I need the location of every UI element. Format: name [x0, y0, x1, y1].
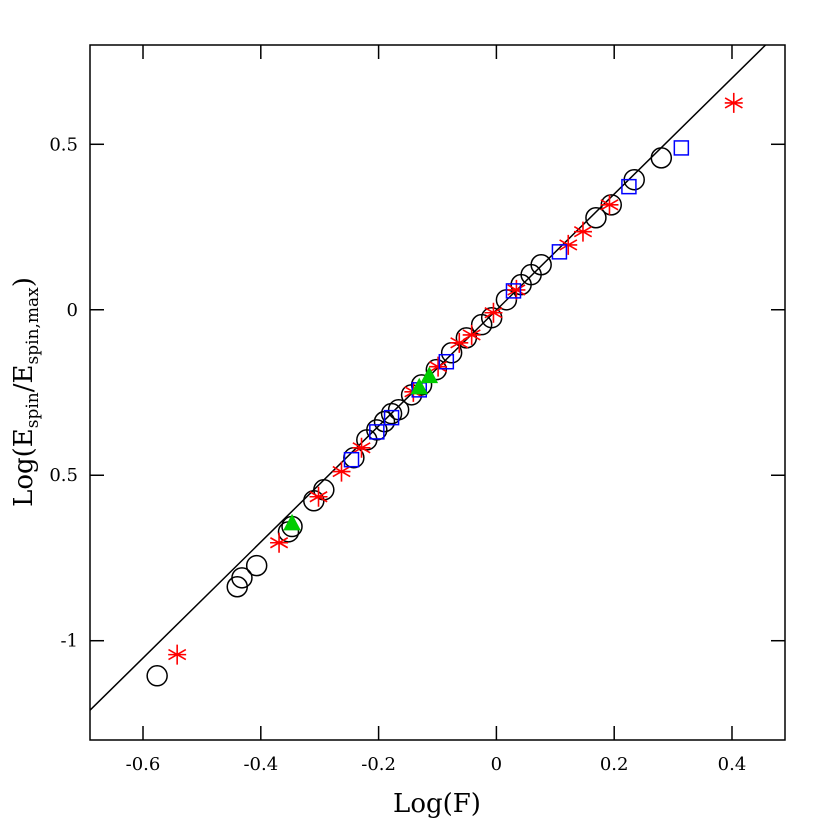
circle-point	[231, 567, 253, 589]
asterisk-point	[352, 437, 371, 458]
x-tick-label: 0	[491, 754, 502, 775]
y-tick-label: 0	[67, 300, 78, 321]
y-tick-label: -1	[60, 631, 78, 652]
x-tick-label: -0.6	[126, 754, 161, 775]
circle-point	[146, 665, 168, 687]
asterisk-point	[559, 234, 578, 255]
square-point	[383, 409, 400, 426]
x-tick-label: 0.4	[718, 754, 747, 775]
square-point	[505, 283, 522, 299]
circle-point	[650, 147, 673, 169]
square-point	[438, 353, 455, 370]
asterisk-point	[309, 486, 328, 507]
y-label-part: /E	[9, 364, 39, 392]
circle-point	[585, 207, 607, 229]
x-tick-label: -0.2	[361, 754, 396, 775]
asterisk-point	[332, 461, 351, 482]
square-point	[551, 244, 568, 260]
triangle-point	[420, 366, 439, 384]
triangle-point	[283, 513, 301, 531]
circle-point	[245, 554, 268, 577]
asterisk-point	[573, 221, 593, 242]
asterisk-point	[462, 324, 481, 345]
y-label-part: )	[9, 277, 39, 287]
square-point	[369, 424, 385, 440]
asterisk-point	[507, 279, 526, 300]
asterisk-point	[429, 356, 448, 377]
circle-point	[530, 254, 552, 276]
x-tick-label: -0.4	[243, 754, 278, 775]
circle-point	[425, 358, 448, 381]
y-tick-label: 0.5	[49, 465, 78, 486]
y-label-sub: spin	[23, 392, 43, 428]
x-tick-label: 0.2	[600, 754, 629, 775]
plot-frame	[89, 44, 786, 741]
y-tick-label: 0.5	[49, 134, 78, 155]
asterisk-point	[168, 644, 187, 665]
square-point	[673, 140, 690, 156]
asterisk-point	[724, 92, 743, 113]
plot-area	[90, 45, 767, 711]
asterisk-point	[270, 532, 289, 553]
square-point	[621, 178, 637, 195]
triangle-point	[410, 377, 429, 395]
x-axis-label: Log(F)	[393, 789, 481, 819]
asterisk-point	[450, 332, 469, 353]
y-label-part: Log(E	[9, 428, 39, 507]
asterisk-point	[600, 194, 619, 215]
square-point	[343, 451, 360, 468]
y-label-sub: spin,max	[23, 287, 43, 365]
y-axis-label: Log(Espin/Espin,max)	[9, 277, 43, 507]
circle-point	[366, 419, 388, 441]
asterisk-point	[484, 302, 503, 323]
